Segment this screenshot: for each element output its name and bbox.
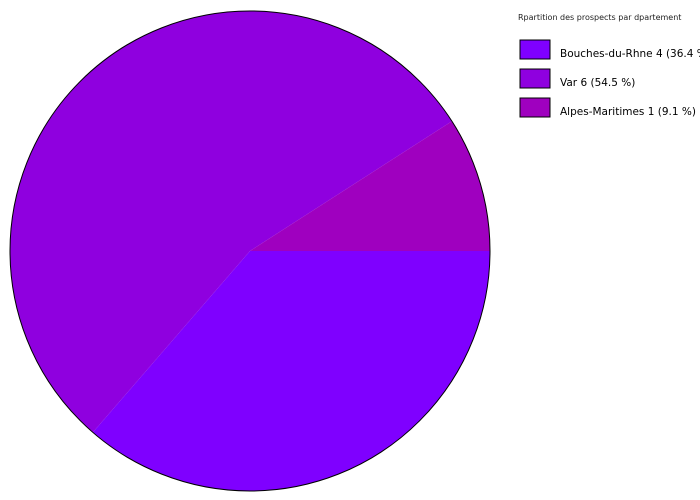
legend-label: Alpes-Maritimes 1 (9.1 %) [560,106,696,118]
chart-title: Rpartition des prospects par dpartement [518,13,681,22]
legend-swatch [519,68,551,89]
legend-swatch [519,97,551,118]
pie-slice [10,11,452,433]
pie-slice [92,251,490,492]
pie-outline [9,10,491,492]
legend-label: Bouches-du-Rhne 4 (36.4 %) [560,48,700,60]
pie-slice [250,121,490,251]
legend-swatch [519,39,551,60]
legend-label: Var 6 (54.5 %) [560,77,635,89]
